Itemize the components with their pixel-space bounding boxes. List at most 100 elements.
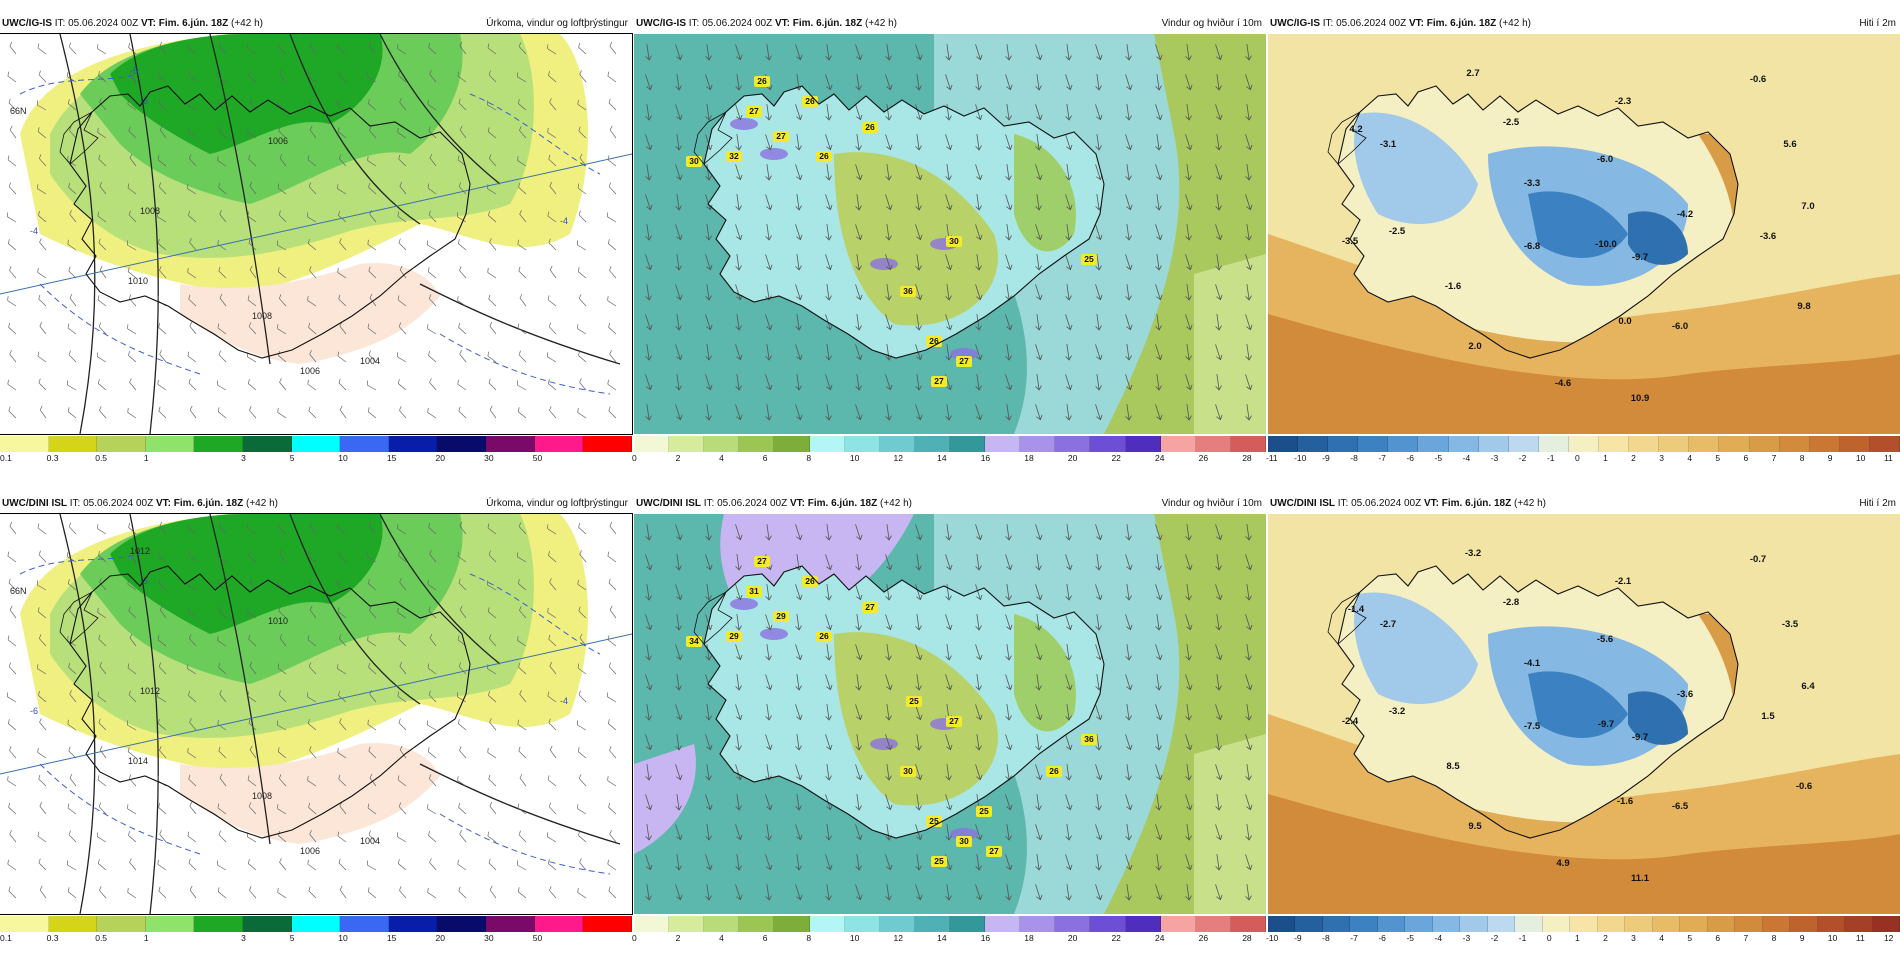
wind-barb [367, 239, 377, 251]
scale-ticks: 0.1 0.3 0.5 1 3 5 10 15 20 30 50 [0, 452, 632, 466]
gust-value: 32 [729, 151, 739, 161]
scale-swatch [1659, 436, 1690, 452]
wind-barb [97, 295, 107, 307]
wind-barb [458, 406, 467, 419]
wind-arrow [915, 74, 922, 91]
wind-arrow [945, 764, 952, 781]
wind-arrow [1215, 44, 1223, 61]
temp-value: 1.5 [1761, 711, 1775, 722]
scale-tick-label: -6 [1406, 453, 1414, 463]
wind-barb [128, 522, 137, 535]
gust-value: 29 [729, 631, 739, 641]
wind-arrow [645, 134, 653, 151]
wind-barb [548, 71, 557, 83]
wind-barb [457, 71, 467, 83]
wind-barb [67, 239, 77, 251]
scale-tick-label: -9 [1294, 933, 1302, 943]
scale-swatch [1568, 436, 1600, 452]
scale-tick-label: 0.5 [95, 453, 108, 463]
wind-arrow [1155, 644, 1163, 661]
wind-arrow [1065, 824, 1072, 841]
coastline [703, 85, 1105, 359]
wind-arrow [765, 884, 772, 901]
scale-swatch [1160, 916, 1196, 932]
scale-swatches [634, 916, 1266, 932]
wind-arrow [705, 554, 713, 571]
wind-barb [398, 634, 407, 647]
wind-barb [609, 41, 617, 55]
wind-arrow [885, 254, 893, 271]
color-scale: 0.1 0.3 0.5 1 3 5 10 15 20 30 50 [0, 916, 632, 956]
wind-arrow [975, 74, 982, 91]
wind-barb [157, 692, 167, 703]
scale-tick-label: 16 [980, 933, 991, 943]
wind-barb [128, 126, 137, 139]
wind-barb [457, 776, 467, 787]
panel-title: Vindur og hviður í 10m [1161, 18, 1262, 29]
wind-arrow [705, 164, 712, 181]
wind-arrow [705, 224, 712, 241]
wind-barb [457, 239, 467, 251]
scale-tick-label: -5 [1434, 453, 1443, 463]
wind-arrow [1185, 554, 1193, 571]
scale-swatch [985, 436, 1021, 452]
temp-value: 7.0 [1801, 201, 1814, 212]
wind-barb [249, 745, 257, 759]
wind-arrow [705, 854, 713, 871]
scale-tick-label: 2 [675, 453, 681, 463]
scale-swatch [1719, 436, 1750, 452]
wind-arrow [735, 164, 743, 181]
wind-arrow [735, 44, 743, 61]
map-area: 27 26 31 29 34 29 27 26 30 27 25 36 30 25 25 26 25 27 [634, 514, 1266, 914]
wind-arrow [1245, 404, 1252, 421]
scale-swatch [949, 916, 986, 932]
wind-barb [309, 521, 317, 535]
map-label: -4 [30, 226, 38, 236]
wind-barb [159, 605, 167, 619]
gust-badge [773, 131, 789, 142]
wind-barb [549, 181, 557, 195]
wind-barb [487, 127, 497, 139]
wind-barb [99, 661, 107, 675]
gust-badge [931, 376, 947, 387]
wind-barb [427, 747, 437, 759]
wind-barb [247, 44, 257, 55]
wind-barb [38, 70, 47, 83]
gust-value: 25 [979, 806, 989, 816]
wind-arrow [1155, 344, 1163, 361]
scale-tick-label: 1 [143, 933, 149, 943]
vt-label: VT: [140, 18, 156, 29]
wind-arrow [1125, 134, 1133, 151]
wind-arrow [1185, 824, 1192, 841]
wind-barb [217, 803, 227, 815]
wind-arrow [675, 884, 683, 901]
wind-arrow [1065, 794, 1073, 811]
wind-barb [129, 858, 137, 871]
wind-arrow [1035, 224, 1043, 241]
wind-barb [308, 802, 317, 815]
wind-barb [98, 718, 107, 731]
wind-arrow [735, 734, 742, 751]
wind-arrow [1005, 554, 1013, 571]
temp-value: -3.2 [1389, 706, 1405, 717]
wind-barb [97, 352, 107, 363]
wind-barb [38, 550, 47, 563]
wind-barb [189, 885, 197, 899]
wind-arrow [1065, 374, 1073, 391]
wind-arrow [705, 74, 713, 91]
wind-arrow [1125, 794, 1133, 811]
scale-swatch [1762, 916, 1791, 932]
wind-arrow [1035, 884, 1043, 901]
temp-contour [439, 333, 611, 395]
scale-swatches [634, 436, 1266, 452]
wind-arrow [1035, 284, 1043, 301]
temp-contour [39, 283, 201, 375]
wind-barb [248, 322, 257, 335]
wind-arrow [1005, 374, 1013, 391]
panel-igis-precip: UWC/IG-IS IT: 05.06.2024 00Z VT: Fim. 6.… [0, 12, 633, 480]
wind-barb [248, 154, 257, 167]
wind-arrow [1185, 854, 1193, 871]
gust-value: 30 [689, 156, 699, 166]
wind-barb [216, 380, 227, 391]
wind-arrow [945, 314, 953, 331]
